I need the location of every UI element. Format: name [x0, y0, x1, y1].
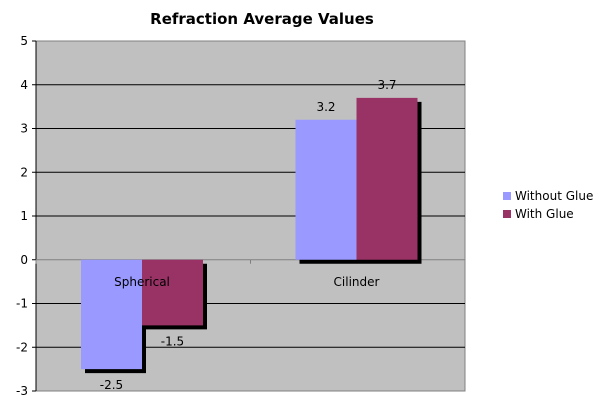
y-tick-label: 3 — [20, 122, 28, 136]
data-label: -1.5 — [161, 334, 184, 348]
legend-label: With Glue — [515, 207, 574, 221]
legend-swatch — [503, 210, 511, 218]
bar — [295, 119, 357, 260]
y-tick-label: 4 — [20, 78, 28, 92]
legend: Without Glue With Glue — [498, 184, 598, 226]
y-tick-label: 0 — [20, 253, 28, 267]
legend-label: Without Glue — [515, 189, 593, 203]
legend-swatch — [503, 192, 511, 200]
data-label: 3.7 — [377, 78, 396, 92]
data-label: 3.2 — [316, 100, 335, 114]
bar — [356, 97, 418, 260]
bar — [81, 259, 142, 370]
y-tick-label: -2 — [16, 340, 28, 354]
category-label: Spherical — [114, 275, 170, 289]
chart-title: Refraction Average Values — [150, 10, 374, 28]
y-tick-label: 5 — [20, 34, 28, 48]
bar — [142, 259, 203, 326]
y-tick-label: 1 — [20, 209, 28, 223]
category-label: Cilinder — [334, 275, 380, 289]
y-tick-label: -3 — [16, 384, 28, 398]
y-tick-label: -1 — [16, 297, 28, 311]
plot-area: 5 4 3 2 1 0 -1 -2 -3 -2.5 -1.5 Spherical 3.2 3.7 Cilin… — [16, 34, 466, 398]
data-label: -2.5 — [100, 378, 123, 392]
legend-box — [498, 184, 598, 226]
y-tick-label: 2 — [20, 165, 28, 179]
